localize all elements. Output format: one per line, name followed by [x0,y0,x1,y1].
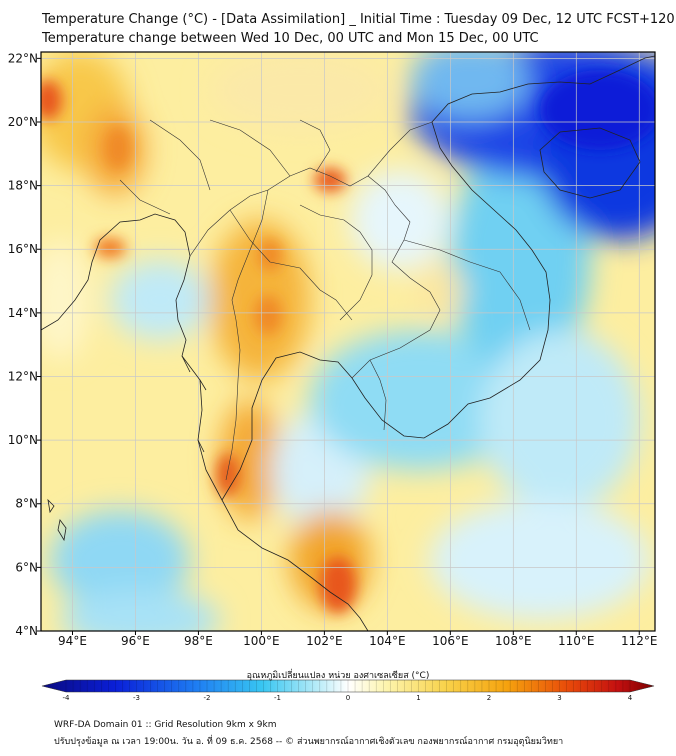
lat-label-12: 12°N [8,369,38,383]
colorbar-tick-0: 0 [346,694,350,702]
colorbar-title: อุณหภูมิเปลี่ยนแปลง หน่วย องศาเซลเซียส (… [246,671,430,681]
lat-label-8: 8°N [15,497,38,511]
colorbar-tick-1: 1 [416,694,420,702]
lon-label-106: 106°E [432,634,469,648]
colorbar-tick-4: 4 [628,694,633,702]
coastlines [41,55,655,631]
lon-label-96: 96°E [121,634,150,648]
latitude-labels: 22°N 20°N 18°N 16°N 14°N 12°N 10°N 8°N 6… [8,51,38,638]
lon-label-112: 112°E [621,634,658,648]
lat-label-18: 18°N [8,179,38,193]
colorbar-tick-2: 2 [487,694,491,702]
lat-label-6: 6°N [15,560,38,574]
lon-label-110: 110°E [558,634,595,648]
country-borders [119,119,531,481]
map-frame [40,51,656,632]
lon-label-98: 98°E [184,634,213,648]
colorbar-tick-minus-1: -1 [274,694,281,702]
colorbar-divisions [65,680,631,692]
footer-credits: ปรับปรุงข้อมูล ณ เวลา 19:00น. วัน อ. ที่… [54,737,564,747]
lon-label-102: 102°E [306,634,343,648]
lon-label-94: 94°E [58,634,87,648]
lon-label-104: 104°E [369,634,406,648]
lat-label-10: 10°N [8,433,38,447]
temperature-field [41,52,655,631]
lon-label-108: 108°E [495,634,532,648]
lat-label-14: 14°N [8,306,38,320]
axis-ticks [37,57,640,635]
map-title-line-1: Temperature Change (°C) - [Data Assimila… [42,12,675,27]
colorbar-tick-3: 3 [557,694,561,702]
map-title-line-2: Temperature change between Wed 10 Dec, 0… [42,31,539,46]
lat-label-4: 4°N [15,624,38,638]
graticule [41,52,655,632]
footer-model-info: WRF-DA Domain 01 :: Grid Resolution 9km … [54,720,277,730]
lat-label-16: 16°N [8,242,38,256]
colorbar-tick-minus-4: -4 [63,694,71,702]
colorbar-tick-minus-3: -3 [133,694,140,702]
colorbar: -4 -3 -2 -1 0 1 2 3 4 [41,679,655,702]
lat-label-20: 20°N [8,115,38,129]
colorbar-ramp [41,679,655,693]
longitude-labels: 94°E 96°E 98°E 100°E 102°E 104°E 106°E 1… [58,634,657,648]
colorbar-tick-minus-2: -2 [204,694,211,702]
lon-label-100: 100°E [243,634,280,648]
lat-label-22: 22°N [8,51,38,65]
